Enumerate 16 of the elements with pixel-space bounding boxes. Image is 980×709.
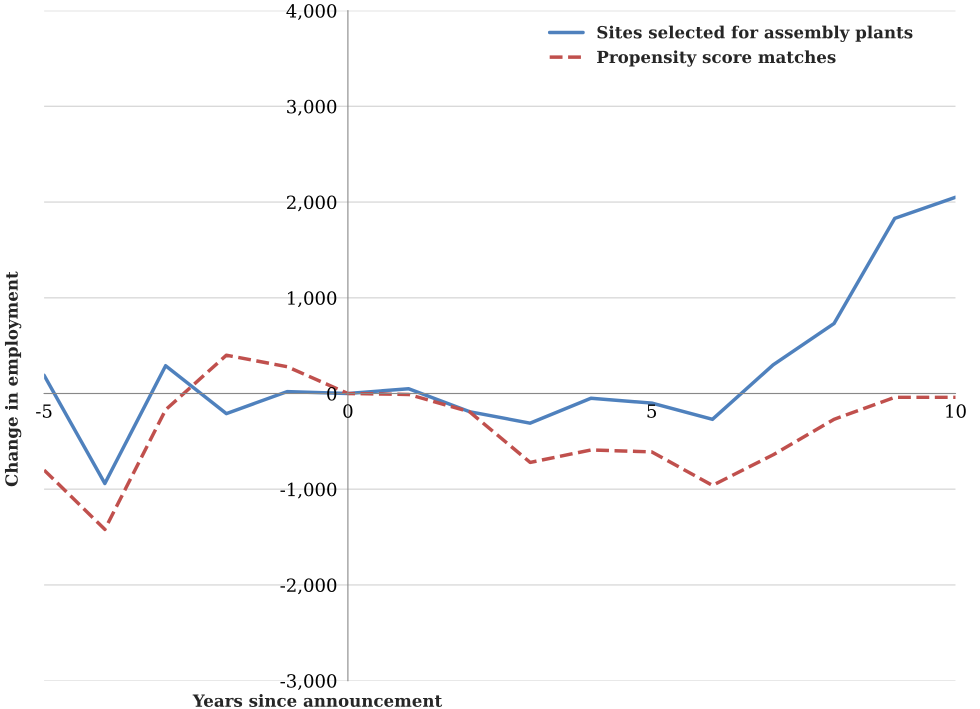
y-tick-label: -1,000 <box>280 482 336 499</box>
y-axis-title: Change in employment <box>4 271 22 486</box>
y-tick-label: 1,000 <box>288 291 336 308</box>
y-tick-label: -2,000 <box>280 578 336 594</box>
y-tick-label: 2,000 <box>287 196 336 212</box>
y-tick-label: -3,000 <box>280 674 336 690</box>
x-axis-title: Years since announcement <box>192 694 442 707</box>
y-tick-label: 0 <box>327 386 336 401</box>
y-tick-label: 4,000 <box>286 4 336 20</box>
x-tick-label: 10 <box>946 404 966 418</box>
x-tick-label: -5 <box>36 404 52 418</box>
y-tick-label: 3,000 <box>287 100 336 116</box>
legend-label: Propensity score matches <box>597 50 836 67</box>
x-tick-label: 0 <box>343 404 352 418</box>
x-tick-label: 5 <box>647 404 656 418</box>
legend-label: Sites selected for assembly plants <box>597 26 912 42</box>
